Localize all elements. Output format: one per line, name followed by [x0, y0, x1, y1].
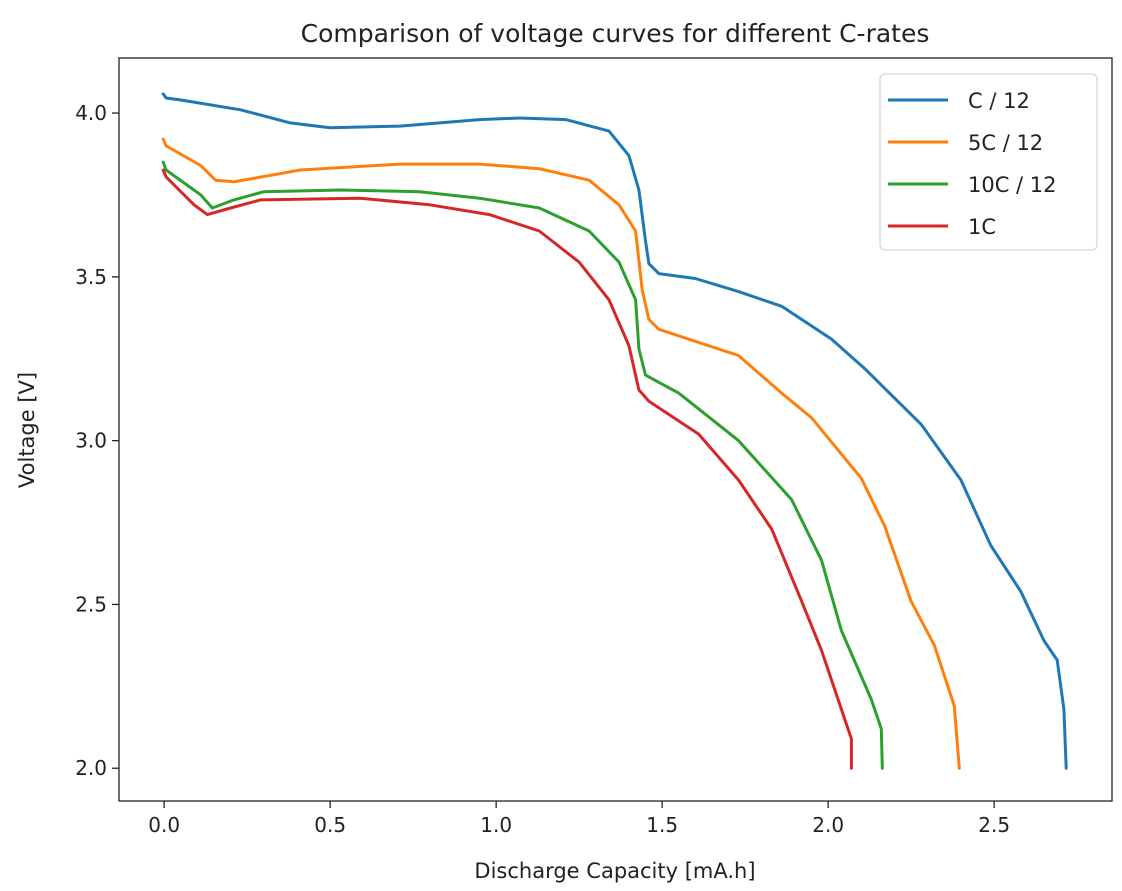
- x-tick-label: 0.0: [148, 813, 180, 837]
- series-layer: [161, 92, 1068, 770]
- legend-entry: 1C: [968, 215, 996, 239]
- x-tick-label: 2.5: [978, 813, 1010, 837]
- y-tick-label: 2.5: [75, 592, 107, 616]
- y-axis: 2.0 2.5 3.0 3.5 4.0: [75, 101, 119, 780]
- x-tick-label: 0.5: [314, 813, 346, 837]
- x-tick-label: 1.0: [480, 813, 512, 837]
- y-tick-label: 3.0: [75, 429, 107, 453]
- x-tick-label: 1.5: [646, 813, 678, 837]
- y-axis-label: Voltage [V]: [15, 372, 39, 488]
- series-line-1: [161, 137, 961, 770]
- series-line-2: [161, 160, 884, 770]
- legend-entry: C / 12: [968, 89, 1030, 113]
- chart-title: Comparison of voltage curves for differe…: [301, 19, 930, 48]
- y-tick-label: 4.0: [75, 101, 107, 125]
- legend: C / 12 5C / 12 10C / 12 1C: [879, 73, 1098, 251]
- legend-entry: 5C / 12: [968, 131, 1043, 155]
- x-axis: 0.0 0.5 1.0 1.5 2.0 2.5: [148, 801, 1010, 837]
- y-tick-label: 2.0: [75, 756, 107, 780]
- series-line-3: [161, 168, 853, 770]
- series-line-0: [161, 92, 1068, 770]
- y-tick-label: 3.5: [75, 265, 107, 289]
- x-axis-label: Discharge Capacity [mA.h]: [474, 859, 755, 883]
- x-tick-label: 2.0: [812, 813, 844, 837]
- legend-box: [879, 73, 1098, 251]
- plot-frame: [118, 57, 1113, 802]
- legend-entry: 10C / 12: [968, 173, 1057, 197]
